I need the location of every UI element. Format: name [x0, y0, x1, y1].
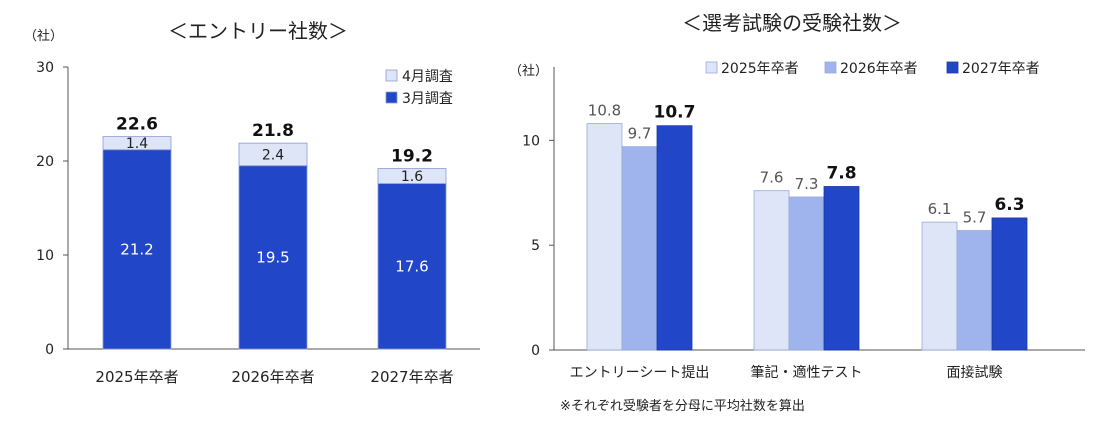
- bar-2025年卒者: [586, 123, 623, 351]
- bar-2027年卒者: [991, 217, 1028, 351]
- right-legend-label: 2026年卒者: [840, 61, 918, 77]
- bar-total-label: 19.2: [391, 147, 433, 167]
- left-y-tick-label: 20: [36, 154, 54, 170]
- bar-total-label: 21.8: [252, 121, 294, 141]
- bar-2027年卒者: [823, 186, 860, 351]
- right-y-tick-label: 5: [531, 238, 540, 254]
- bar-april-value-label: 1.4: [126, 136, 148, 152]
- left-x-category-label: 2027年卒者: [370, 368, 453, 386]
- bar-2026年卒者: [956, 230, 993, 351]
- bar-2025年卒者: [921, 221, 958, 351]
- bar-value-label: 10.8: [588, 102, 621, 120]
- left-y-tick-label: 10: [36, 248, 54, 264]
- bar-value-label: 7.6: [760, 169, 784, 187]
- right-x-category-label: 面接試験: [947, 364, 1003, 381]
- bar-2027年卒者: [656, 125, 693, 351]
- left-legend-label: 4月調査: [402, 69, 453, 85]
- right-legend-swatch: [824, 61, 837, 74]
- right-legend-label: 2027年卒者: [962, 61, 1040, 77]
- bar-2026年卒者: [788, 196, 825, 351]
- bar-march-value-label: 19.5: [256, 248, 289, 266]
- bar-2026年卒者: [621, 146, 658, 351]
- left-y-tick-label: 0: [45, 342, 54, 358]
- left-legend-swatch: [385, 69, 398, 82]
- right-legend-swatch: [705, 61, 718, 74]
- right-legend-label: 2025年卒者: [721, 61, 799, 77]
- right-legend-swatch: [946, 61, 959, 74]
- bar-april-survey: [238, 142, 308, 167]
- bar-april-survey: [102, 136, 172, 151]
- bar-march-value-label: 17.6: [395, 257, 428, 275]
- bar-value-label: 10.7: [654, 103, 696, 123]
- bar-value-label: 7.8: [826, 163, 856, 183]
- right-chart: 0 5 10 10.8 9.710.7 エントリーシート提出 7.6 7.3 7.8 筆記・適性テ…: [522, 61, 1085, 381]
- left-legend-label: 3月調査: [402, 91, 453, 107]
- left-x-category-label: 2026年卒者: [231, 368, 314, 386]
- right-chart-footnote: ※それぞれ受験者を分母に平均社数を算出: [560, 398, 805, 414]
- bar-april-survey: [377, 168, 447, 184]
- bar-april-value-label: 1.6: [401, 169, 423, 185]
- left-chart-title: ＜エントリー社数＞: [168, 19, 348, 43]
- right-x-category-label: 筆記・適性テスト: [751, 364, 863, 381]
- bar-value-label: 5.7: [963, 209, 987, 227]
- bar-march-survey: [238, 165, 308, 350]
- bar-2025年卒者: [753, 190, 790, 351]
- bar-value-label: 6.1: [928, 200, 952, 218]
- right-y-tick-label: 0: [531, 343, 540, 359]
- left-y-tick-label: 30: [36, 60, 54, 76]
- right-chart-title: ＜選考試験の受験社数＞: [682, 11, 902, 35]
- bar-value-label: 6.3: [994, 195, 1024, 215]
- bar-march-value-label: 21.2: [120, 240, 153, 258]
- bar-value-label: 9.7: [628, 125, 652, 143]
- right-y-unit: （社）: [509, 63, 548, 79]
- right-y-tick-label: 10: [522, 133, 540, 149]
- left-y-unit: （社）: [24, 28, 63, 44]
- bar-value-label: 7.3: [795, 175, 819, 193]
- left-x-category-label: 2025年卒者: [95, 368, 178, 386]
- left-chart: 0 10 20 30 21.2 1.422.6 2025年卒者 19.5 2.4 21.8 2026…: [36, 60, 480, 386]
- bar-total-label: 22.6: [116, 115, 158, 135]
- left-legend-swatch: [385, 91, 398, 104]
- right-x-category-label: エントリーシート提出: [570, 365, 710, 381]
- bar-april-value-label: 2.4: [262, 147, 284, 163]
- bar-march-survey: [102, 149, 172, 350]
